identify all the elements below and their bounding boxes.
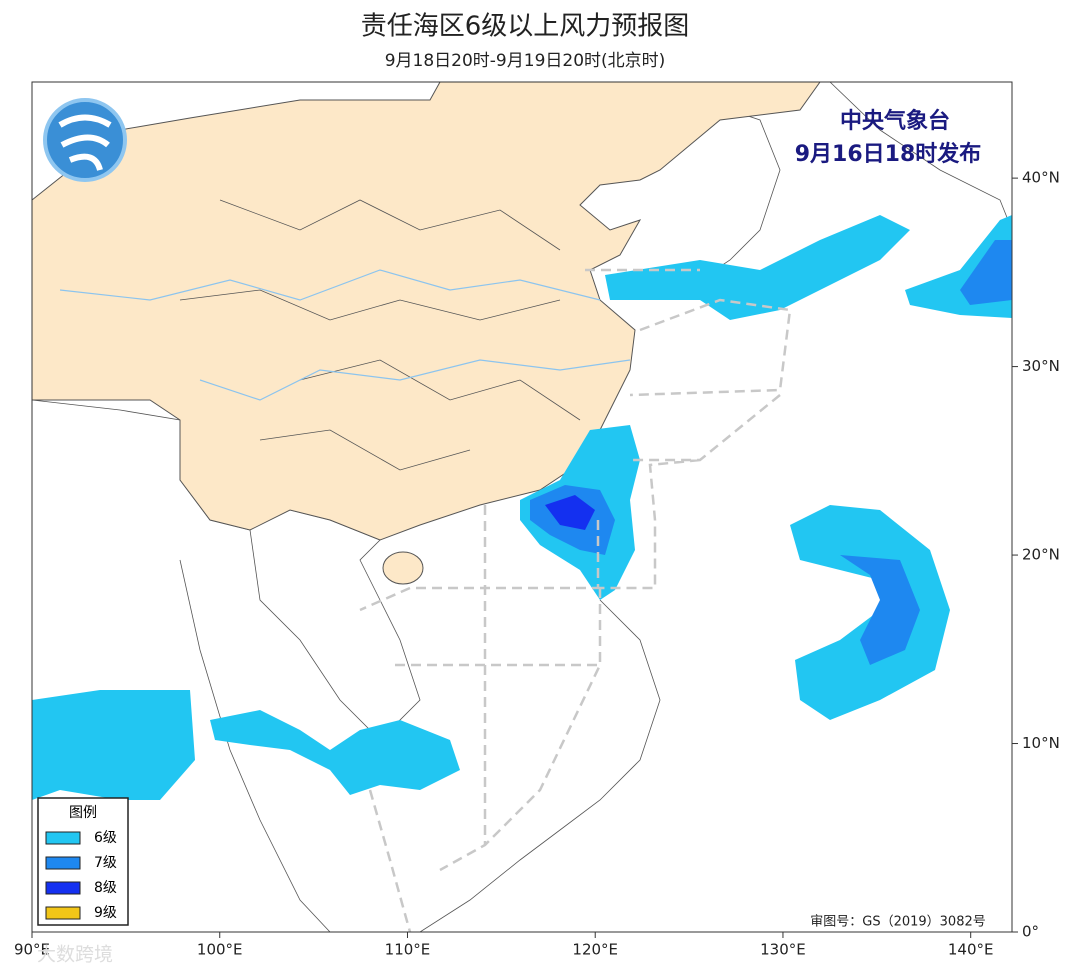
y-tick-label: 10°N xyxy=(1022,734,1060,752)
x-tick-label: 120°E xyxy=(572,941,618,959)
legend-title: 图例 xyxy=(69,805,97,821)
china-land xyxy=(32,82,821,541)
responsibility-zone xyxy=(359,268,792,932)
wind-areas xyxy=(32,215,1012,800)
x-tick-label: 140°E xyxy=(948,941,994,959)
map: 90°E 100°E 110°E 120°E 130°E 140°E 0° 10°N 20°N 3… xyxy=(14,81,1060,959)
issuer-name: 中央气象台 xyxy=(840,108,950,134)
legend-swatch xyxy=(45,881,81,895)
wind-area xyxy=(960,240,1012,305)
y-tick-label: 0° xyxy=(1022,923,1039,941)
review-number: 审图号：GS（2019）3082号 xyxy=(810,915,986,930)
land-outline xyxy=(179,559,331,932)
legend-label: 6级 xyxy=(94,830,117,846)
river xyxy=(59,269,631,401)
x-tick-label: 100°E xyxy=(197,941,243,959)
y-tick-label: 40°N xyxy=(1022,169,1060,187)
watermark: 大数跨境 xyxy=(37,944,113,966)
land-outline xyxy=(419,599,661,932)
wind-area xyxy=(605,215,910,320)
axis-ticks: 90°E 100°E 110°E 120°E 130°E 140°E 0° 10°N 20°N 3… xyxy=(14,169,1060,959)
y-tick-label: 20°N xyxy=(1022,546,1060,564)
legend-label: 7级 xyxy=(94,855,117,871)
title: 责任海区6级以上风力预报图 xyxy=(361,12,690,42)
legend-label: 8级 xyxy=(94,880,117,896)
subtitle: 9月18日20时-9月19日20时(北京时) xyxy=(385,51,666,71)
legend-swatch xyxy=(45,906,81,920)
province-border xyxy=(179,199,581,471)
wind-area xyxy=(840,555,920,665)
map-frame xyxy=(31,81,1013,933)
hainan xyxy=(382,551,424,585)
legend: 图例 6级 7级 8级 9级 xyxy=(37,797,129,926)
wind-area xyxy=(545,495,595,530)
y-tick-label: 30°N xyxy=(1022,357,1060,375)
x-tick-label: 130°E xyxy=(760,941,806,959)
legend-swatch xyxy=(45,831,81,845)
logo xyxy=(43,98,127,182)
x-tick-label: 90°E xyxy=(14,941,50,959)
legend-swatch xyxy=(45,856,81,870)
wind-area xyxy=(32,690,195,800)
issue-time: 9月16日18时发布 xyxy=(795,141,982,167)
wind-area xyxy=(790,505,950,720)
wind-area xyxy=(210,710,460,795)
legend-label: 9级 xyxy=(94,905,117,921)
x-tick-label: 110°E xyxy=(385,941,431,959)
